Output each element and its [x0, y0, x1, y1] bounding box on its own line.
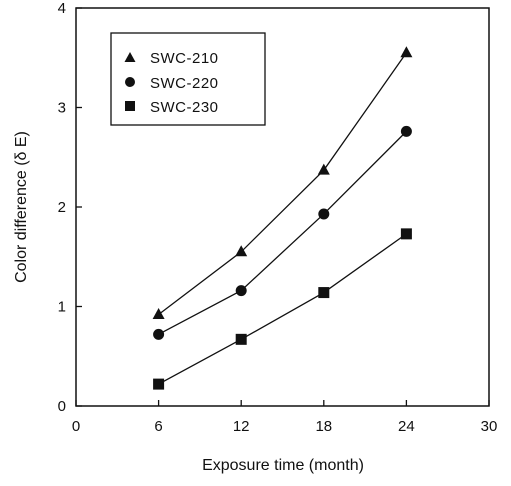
data-point-square: [235, 333, 247, 345]
series-layer: [152, 46, 413, 390]
x-tick-label: 6: [154, 418, 162, 435]
data-point-square: [153, 378, 165, 390]
x-tick-label: 24: [398, 418, 415, 435]
series-swc-220: [153, 125, 412, 340]
y-axis-label: Color difference (δ E): [13, 131, 30, 283]
legend-label: SWC-220: [150, 75, 219, 92]
y-tick-label: 1: [58, 299, 66, 316]
data-point-square: [318, 287, 330, 299]
data-point-square: [400, 228, 412, 240]
y-tick-label: 0: [58, 398, 66, 415]
data-point-triangle: [400, 46, 413, 58]
series-line: [158, 130, 407, 335]
data-point-circle: [318, 208, 330, 220]
series-line: [158, 52, 407, 315]
x-tick-label: 0: [72, 418, 80, 435]
data-point-circle: [235, 285, 247, 297]
legend-label: SWC-230: [150, 99, 219, 116]
legend-item-swc-230: SWC-230: [125, 99, 219, 116]
legend-circle-marker: [125, 77, 135, 87]
x-axis-label: Exposure time (month): [202, 457, 364, 474]
data-point-triangle: [235, 245, 248, 257]
x-tick-label: 12: [233, 418, 250, 435]
data-point-triangle: [317, 163, 330, 175]
legend-square-marker: [125, 101, 135, 111]
series-swc-230: [153, 228, 412, 390]
y-axis: 0 1 2 3 4: [58, 0, 82, 415]
legend-label: SWC-210: [150, 50, 219, 67]
x-axis: 0 6 12 18 24 30: [72, 400, 498, 435]
data-point-circle: [153, 328, 165, 340]
y-tick-label: 3: [58, 100, 66, 117]
legend-triangle-marker: [124, 52, 136, 62]
legend-box: [110, 32, 266, 126]
x-tick-label: 30: [481, 418, 498, 435]
series-swc-210: [152, 46, 413, 319]
legend-item-swc-210: SWC-210: [124, 50, 219, 67]
legend-item-swc-220: SWC-220: [125, 75, 219, 92]
data-point-triangle: [152, 307, 165, 319]
series-line: [158, 233, 407, 385]
y-tick-label: 4: [58, 0, 66, 17]
y-tick-label: 2: [58, 199, 66, 216]
legend: SWC-210 SWC-220 SWC-230: [110, 32, 266, 126]
x-tick-label: 18: [315, 418, 332, 435]
data-point-circle: [400, 125, 412, 137]
